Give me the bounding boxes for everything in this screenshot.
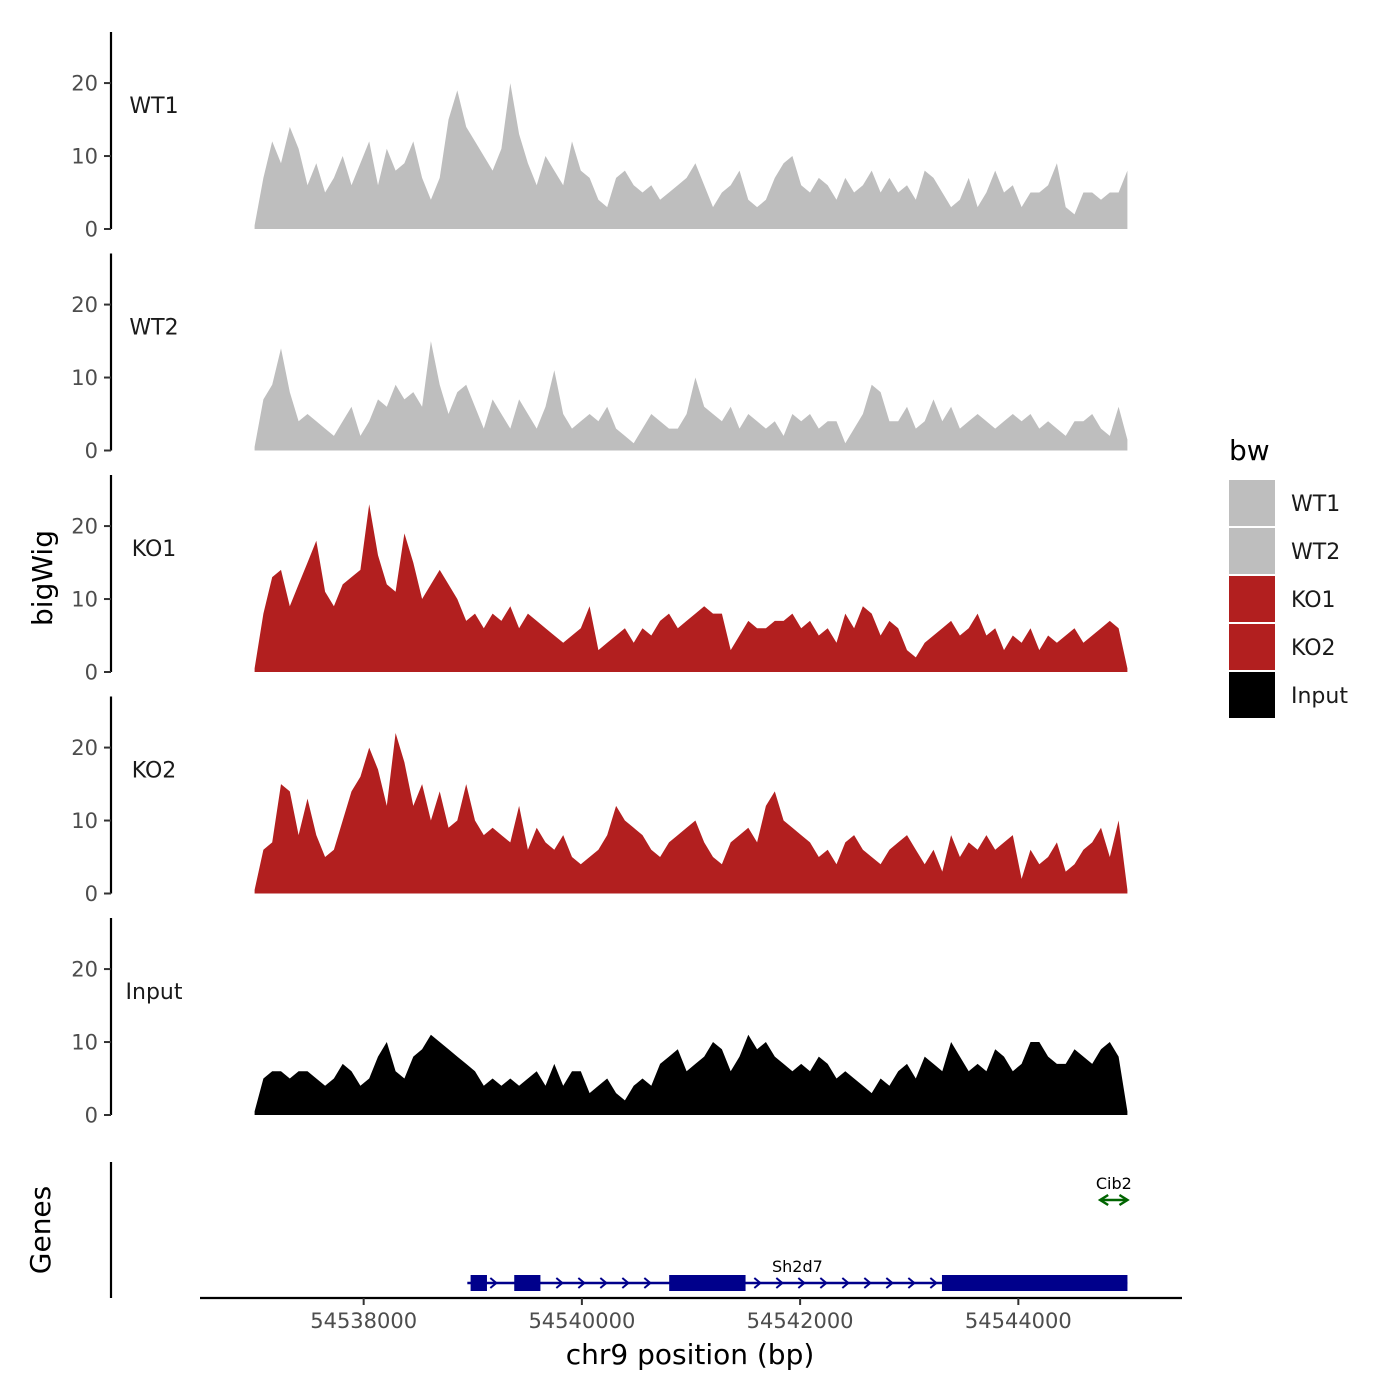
legend-swatch (1229, 576, 1275, 622)
strand-arrow (863, 1277, 872, 1289)
strand-arrow (599, 1277, 608, 1289)
signal-area-input (254, 1034, 1128, 1115)
y-tick-label: 0 (85, 661, 98, 685)
exon (514, 1275, 541, 1291)
exon (669, 1275, 746, 1291)
track-label: KO1 (132, 537, 177, 562)
y-tick-label: 10 (71, 809, 98, 833)
y-tick-label: 0 (85, 218, 98, 242)
y-tick-label: 10 (71, 145, 98, 169)
legend-items: WT1 WT2 KO1 KO2 Input (1229, 480, 1348, 718)
track-label: WT2 (129, 315, 178, 340)
y-tick-label: 20 (71, 293, 98, 317)
strand-arrow (577, 1277, 586, 1289)
track-input: 0 10 20 Input (71, 918, 1128, 1128)
x-tick-label: 54544000 (965, 1309, 1072, 1333)
x-ticks: 54538000 54540000 54542000 54544000 (310, 1298, 1072, 1333)
gene-cib2: Cib2 (1096, 1174, 1132, 1207)
track-wt1: 0 10 20 WT1 (71, 32, 1128, 242)
strand-arrow (841, 1277, 850, 1289)
x-axis-title: chr9 position (bp) (566, 1338, 815, 1371)
legend-item-ko2: KO2 (1229, 624, 1336, 670)
strand-arrow (621, 1277, 630, 1289)
strand-arrow (797, 1277, 806, 1289)
gene-label: Cib2 (1096, 1174, 1132, 1193)
strand-arrow (885, 1277, 894, 1289)
y-tick-label: 10 (71, 588, 98, 612)
track-ko2: 0 10 20 KO2 (71, 696, 1128, 906)
y-tick-label: 20 (71, 958, 98, 982)
legend-label: KO2 (1291, 636, 1336, 661)
legend-label: KO1 (1291, 588, 1336, 613)
y-tick-label: 0 (85, 882, 98, 906)
y-tick-label: 0 (85, 1104, 98, 1128)
legend-swatch (1229, 672, 1275, 718)
strand-arrow (555, 1277, 564, 1289)
y-tick-label: 20 (71, 736, 98, 760)
legend-swatch (1229, 528, 1275, 574)
track-ko1: 0 10 20 KO1 (71, 475, 1128, 685)
signal-area-wt1 (254, 83, 1128, 229)
x-tick-label: 54538000 (310, 1309, 417, 1333)
strand-arrow (643, 1277, 652, 1289)
legend-item-ko1: KO1 (1229, 576, 1336, 622)
legend-label: Input (1291, 684, 1348, 709)
legend-label: WT2 (1291, 540, 1340, 565)
strand-arrow (489, 1277, 498, 1289)
gene-models: Sh2d7 Cib2 (467, 1174, 1132, 1291)
strand-arrow (1118, 1193, 1130, 1207)
y-tick-label: 10 (71, 366, 98, 390)
legend-item-input: Input (1229, 672, 1348, 718)
y-tick-label: 20 (71, 515, 98, 539)
signal-area-ko1 (254, 504, 1128, 672)
strand-arrow (775, 1277, 784, 1289)
strand-arrow (1097, 1193, 1109, 1207)
exon (470, 1275, 487, 1291)
y-tick-label: 10 (71, 1031, 98, 1055)
strand-arrow (929, 1277, 938, 1289)
track-label: Input (126, 980, 183, 1005)
legend-item-wt2: WT2 (1229, 528, 1340, 574)
strand-arrow (753, 1277, 762, 1289)
signal-area-ko2 (254, 733, 1128, 894)
x-tick-label: 54542000 (747, 1309, 854, 1333)
legend-title: bw (1229, 434, 1270, 467)
legend-swatch (1229, 624, 1275, 670)
signal-tracks: 0 10 20 WT1 0 10 20 WT2 0 10 20 KO1 0 10 20 KO2 0 10 20 Inp… (71, 32, 1128, 1128)
y-tick-label: 20 (71, 72, 98, 96)
track-label: KO2 (132, 758, 177, 783)
legend-label: WT1 (1291, 492, 1340, 517)
exon (941, 1275, 1128, 1291)
strand-arrow (907, 1277, 916, 1289)
gene-label: Sh2d7 (772, 1257, 823, 1276)
y-axis-title: bigWig (26, 530, 59, 626)
track-wt2: 0 10 20 WT2 (71, 253, 1128, 463)
track-label: WT1 (129, 94, 178, 119)
gene-sh2d7: Sh2d7 (467, 1257, 1128, 1291)
legend: bw WT1 WT2 KO1 KO2 Input (1229, 434, 1348, 718)
legend-item-wt1: WT1 (1229, 480, 1340, 526)
signal-area-wt2 (254, 341, 1128, 451)
x-axis: 54538000 54540000 54542000 54544000 chr9 po… (200, 1296, 1182, 1371)
legend-swatch (1229, 480, 1275, 526)
y-tick-label: 0 (85, 439, 98, 463)
genes-axis-title: Genes (24, 1186, 57, 1274)
x-tick-label: 54540000 (528, 1309, 635, 1333)
genes-panel: Genes Sh2d7 Cib2 (24, 1162, 1132, 1298)
strand-arrow (819, 1277, 828, 1289)
